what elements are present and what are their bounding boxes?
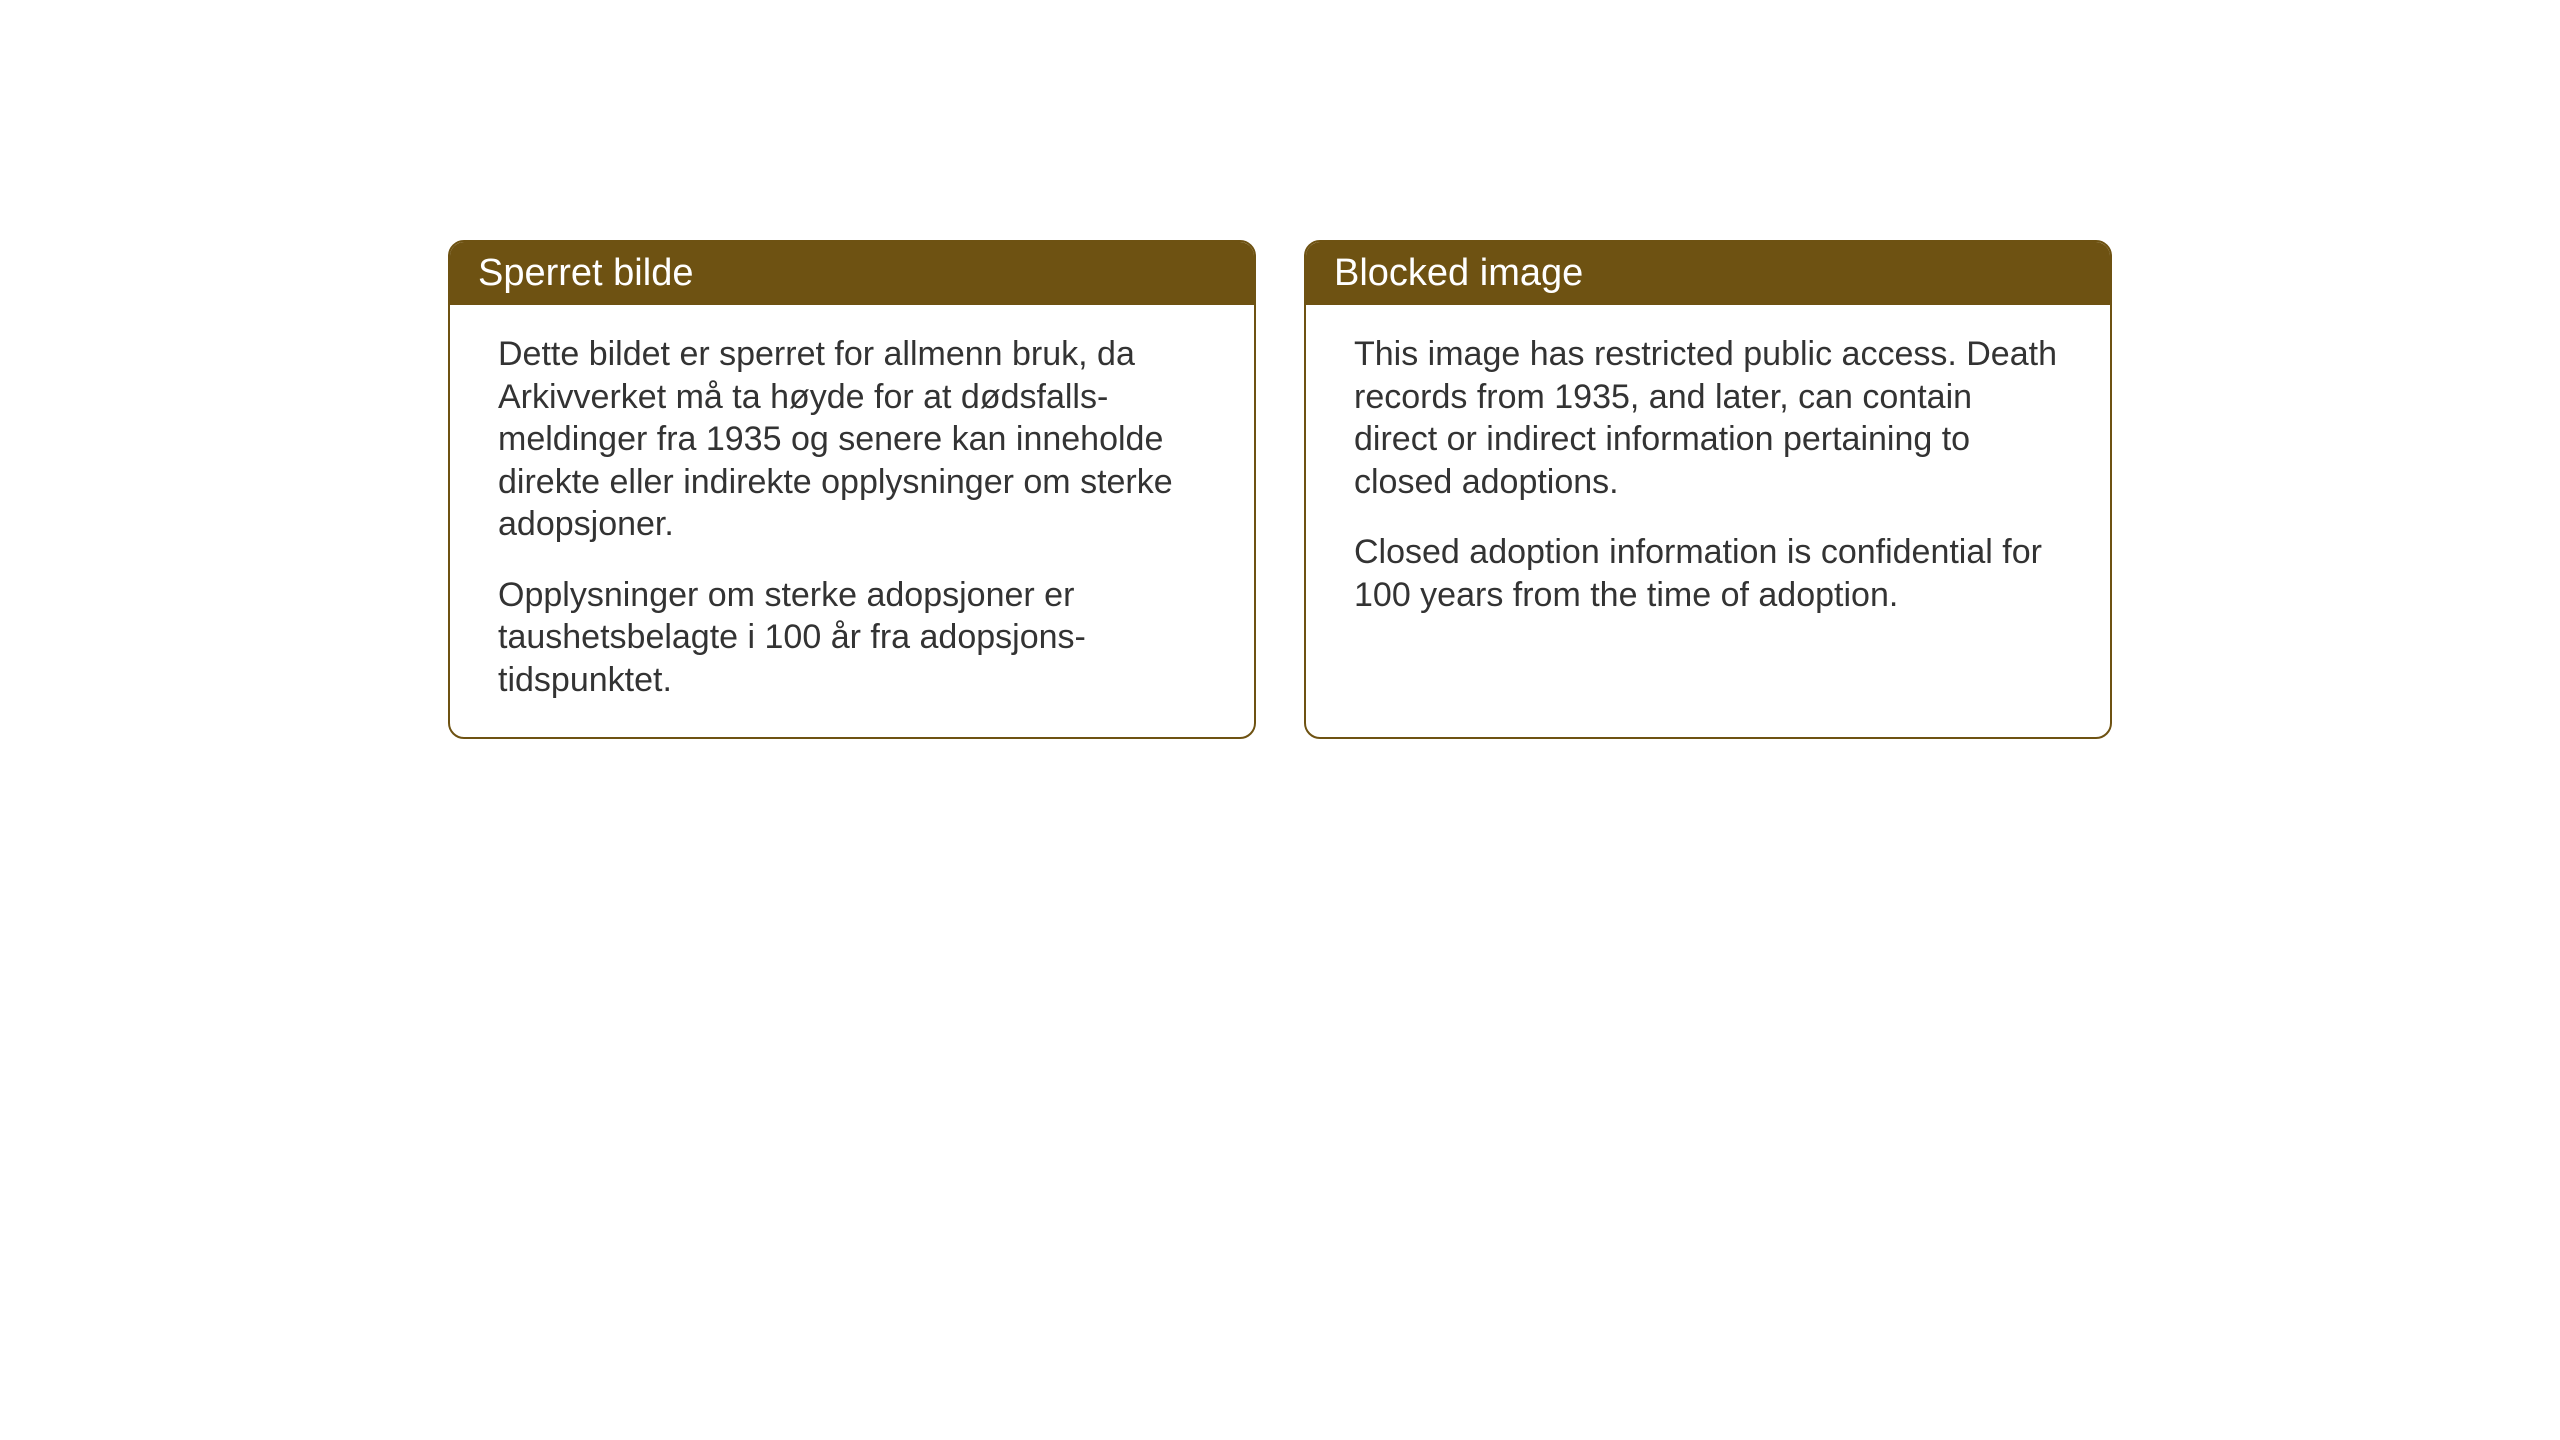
- notice-paragraph: Dette bildet er sperret for allmenn bruk…: [498, 333, 1206, 546]
- notice-header-english: Blocked image: [1306, 242, 2110, 305]
- notice-body-english: This image has restricted public access.…: [1306, 305, 2110, 652]
- notice-paragraph: This image has restricted public access.…: [1354, 333, 2062, 503]
- notice-body-norwegian: Dette bildet er sperret for allmenn bruk…: [450, 305, 1254, 737]
- notice-box-norwegian: Sperret bilde Dette bildet er sperret fo…: [448, 240, 1256, 739]
- notice-box-english: Blocked image This image has restricted …: [1304, 240, 2112, 739]
- notice-container: Sperret bilde Dette bildet er sperret fo…: [448, 240, 2112, 739]
- notice-header-norwegian: Sperret bilde: [450, 242, 1254, 305]
- notice-paragraph: Closed adoption information is confident…: [1354, 531, 2062, 616]
- notice-paragraph: Opplysninger om sterke adopsjoner er tau…: [498, 574, 1206, 702]
